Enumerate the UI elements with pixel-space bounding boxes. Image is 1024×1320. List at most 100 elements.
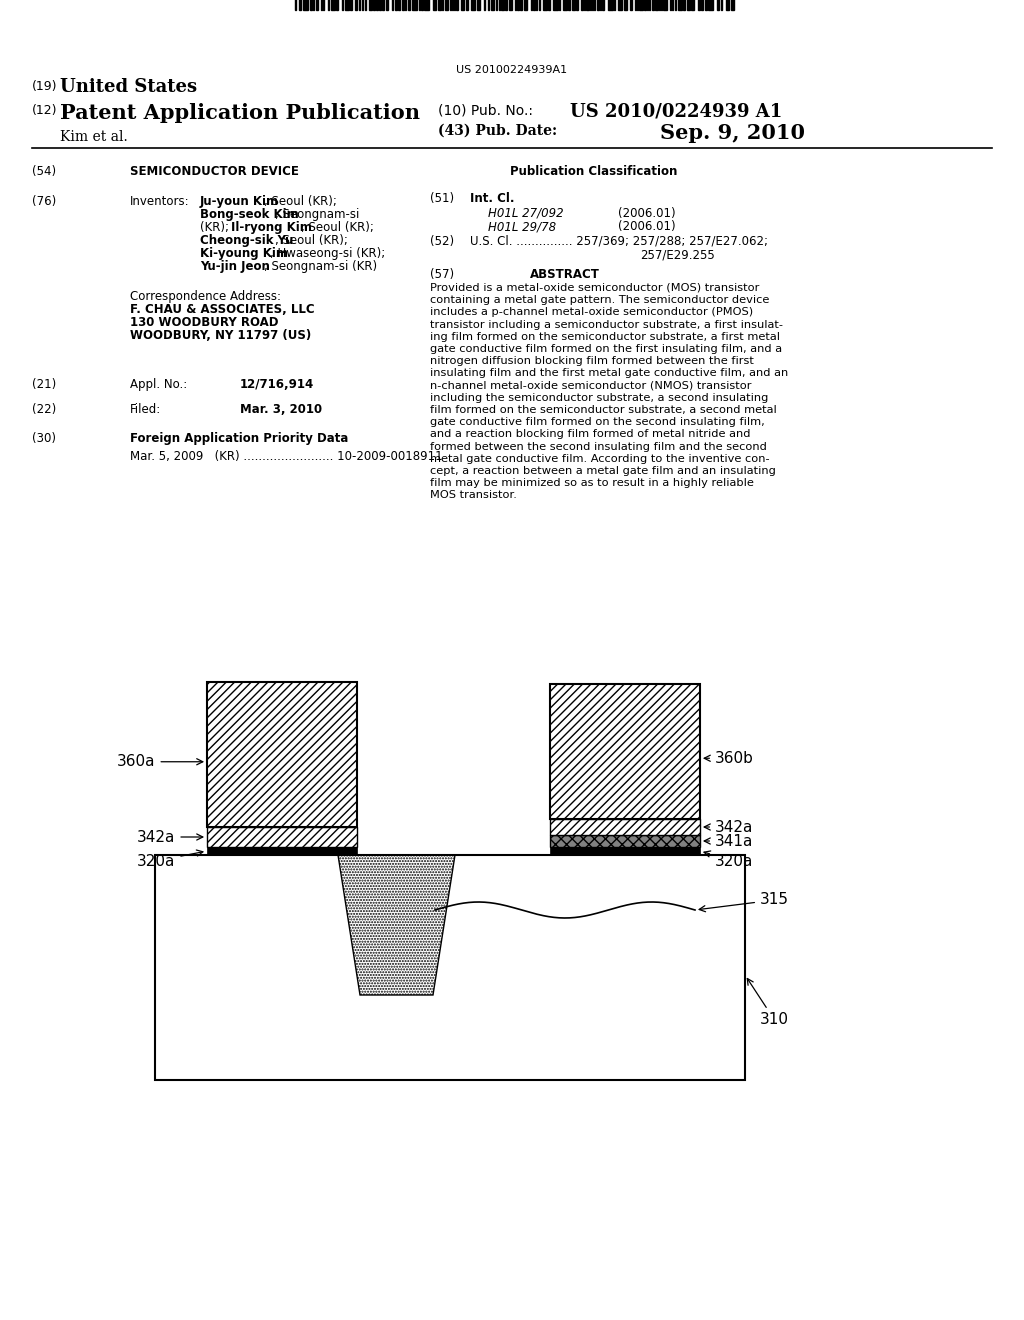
Text: United States: United States — [60, 78, 198, 96]
Text: (43) Pub. Date:: (43) Pub. Date: — [438, 124, 557, 139]
Bar — [602, 0, 604, 11]
Text: Int. Cl.: Int. Cl. — [470, 191, 514, 205]
Bar — [438, 0, 441, 11]
Text: Sep. 9, 2010: Sep. 9, 2010 — [660, 123, 805, 143]
Text: ing film formed on the semiconductor substrate, a first metal: ing film formed on the semiconductor sub… — [430, 331, 780, 342]
Text: (12): (12) — [32, 104, 57, 117]
Text: metal gate conductive film. According to the inventive con-: metal gate conductive film. According to… — [430, 454, 770, 463]
Text: 320a: 320a — [137, 850, 203, 869]
Text: insulating film and the first metal gate conductive film, and an: insulating film and the first metal gate… — [430, 368, 788, 379]
Bar — [490, 0, 494, 11]
Bar — [572, 0, 575, 11]
Bar — [303, 0, 308, 11]
Bar — [466, 0, 468, 11]
Text: 310: 310 — [748, 978, 790, 1027]
Bar — [471, 0, 475, 11]
Bar — [597, 0, 599, 11]
Text: Publication Classification: Publication Classification — [510, 165, 677, 178]
Bar — [461, 0, 464, 11]
Text: 342a: 342a — [137, 829, 203, 845]
Text: gate conductive film formed on the second insulating film,: gate conductive film formed on the secon… — [430, 417, 765, 428]
Bar — [534, 0, 535, 11]
Bar — [698, 0, 700, 11]
Bar — [408, 0, 410, 11]
Bar — [350, 0, 352, 11]
Text: transistor including a semiconductor substrate, a first insulat-: transistor including a semiconductor sub… — [430, 319, 783, 330]
Bar — [520, 0, 522, 11]
Text: cept, a reaction between a metal gate film and an insulating: cept, a reaction between a metal gate fi… — [430, 466, 776, 477]
Text: Filed:: Filed: — [130, 403, 161, 416]
Bar — [207, 828, 357, 847]
Text: (21): (21) — [32, 378, 56, 391]
Bar — [568, 0, 570, 11]
Bar — [550, 836, 700, 847]
Text: formed between the second insulating film and the second: formed between the second insulating fil… — [430, 442, 767, 451]
Text: Cheong-sik Yu: Cheong-sik Yu — [200, 234, 293, 247]
Text: Ki-young Kim: Ki-young Kim — [200, 247, 288, 260]
Text: (76): (76) — [32, 195, 56, 209]
Text: Patent Application Publication: Patent Application Publication — [60, 103, 420, 123]
Text: Inventors:: Inventors: — [130, 195, 189, 209]
Bar — [543, 0, 547, 11]
Text: H01L 27/092: H01L 27/092 — [488, 207, 563, 220]
Bar — [373, 0, 375, 11]
Bar — [398, 0, 400, 11]
Bar — [433, 0, 436, 11]
Bar — [553, 0, 558, 11]
Bar — [575, 0, 578, 11]
Bar — [586, 0, 589, 11]
Bar — [687, 0, 690, 11]
Bar — [207, 847, 357, 855]
Text: Kim et al.: Kim et al. — [60, 129, 128, 144]
Text: (KR);: (KR); — [200, 220, 232, 234]
Bar — [618, 0, 622, 11]
Bar — [505, 0, 507, 11]
Text: (57): (57) — [430, 268, 454, 281]
Bar — [550, 818, 700, 836]
Bar — [630, 0, 632, 11]
Bar — [717, 0, 719, 11]
Text: including the semiconductor substrate, a second insulating: including the semiconductor substrate, a… — [430, 393, 768, 403]
Bar — [655, 0, 658, 11]
Text: film formed on the semiconductor substrate, a second metal: film formed on the semiconductor substra… — [430, 405, 777, 414]
Text: MOS transistor.: MOS transistor. — [430, 491, 517, 500]
Text: US 20100224939A1: US 20100224939A1 — [457, 65, 567, 75]
Text: ABSTRACT: ABSTRACT — [530, 268, 600, 281]
Text: (19): (19) — [32, 81, 57, 92]
Bar — [336, 0, 338, 11]
Bar — [386, 0, 388, 11]
Bar — [345, 0, 349, 11]
Text: Provided is a metal-oxide semiconductor (MOS) transistor: Provided is a metal-oxide semiconductor … — [430, 282, 760, 293]
Text: nitrogen diffusion blocking film formed between the first: nitrogen diffusion blocking film formed … — [430, 356, 754, 366]
Text: Mar. 5, 2009   (KR) ........................ 10-2009-0018911: Mar. 5, 2009 (KR) ......................… — [130, 450, 442, 463]
Text: SEMICONDUCTOR DEVICE: SEMICONDUCTOR DEVICE — [130, 165, 299, 178]
Bar — [299, 0, 301, 11]
Bar — [726, 0, 729, 11]
Text: Yu-jin Jeon: Yu-jin Jeon — [200, 260, 270, 273]
Text: (30): (30) — [32, 432, 56, 445]
Text: F. CHAU & ASSOCIATES, LLC: F. CHAU & ASSOCIATES, LLC — [130, 304, 314, 315]
Bar — [509, 0, 512, 11]
Text: , Seongnam-si (KR): , Seongnam-si (KR) — [264, 260, 377, 273]
Text: (2006.01): (2006.01) — [618, 207, 676, 220]
Bar — [550, 847, 700, 855]
Bar — [644, 0, 646, 11]
Text: 257/E29.255: 257/E29.255 — [640, 248, 715, 261]
Bar — [708, 0, 713, 11]
Text: includes a p-channel metal-oxide semiconductor (PMOS): includes a p-channel metal-oxide semicon… — [430, 308, 753, 317]
Bar — [369, 0, 372, 11]
Bar — [639, 0, 643, 11]
Bar — [501, 0, 504, 11]
Bar — [701, 0, 703, 11]
Text: , Seongnam-si: , Seongnam-si — [275, 209, 359, 220]
Bar — [310, 0, 312, 11]
Bar — [581, 0, 583, 11]
Bar — [412, 0, 417, 11]
Text: (54): (54) — [32, 165, 56, 178]
Bar — [155, 855, 745, 1080]
Text: 341a: 341a — [705, 833, 754, 849]
Bar — [608, 0, 613, 11]
Text: US 2010/0224939 A1: US 2010/0224939 A1 — [570, 103, 782, 121]
Bar — [705, 0, 707, 11]
Text: (51): (51) — [430, 191, 454, 205]
